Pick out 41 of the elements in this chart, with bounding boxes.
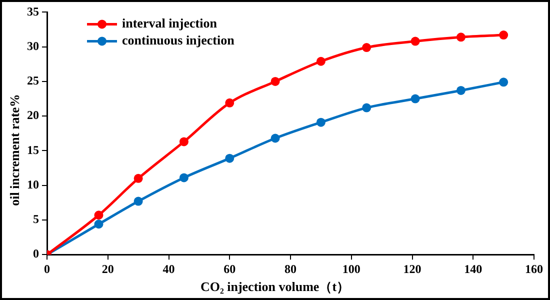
point (362, 103, 372, 112)
x-tick-label: 120 (403, 262, 422, 276)
x-tick-label: 0 (44, 262, 50, 276)
point (499, 78, 508, 87)
point (410, 36, 420, 46)
point (134, 174, 143, 183)
point (362, 43, 372, 52)
point (225, 154, 234, 163)
point (179, 173, 188, 182)
point (94, 210, 104, 220)
x-tick-label: 60 (224, 262, 236, 276)
x-tick-label: 160 (525, 262, 543, 276)
point (316, 56, 326, 66)
x-tick-label: 40 (162, 262, 175, 276)
point (179, 137, 188, 146)
y-tick-label: 35 (27, 4, 39, 18)
point (499, 30, 508, 40)
point (456, 32, 466, 42)
x-tick-label: 80 (284, 262, 296, 276)
x-tick-label: 20 (102, 262, 114, 276)
y-tick-label: 20 (27, 108, 39, 122)
y-axis-title: oil increment rate% (7, 93, 23, 208)
point (270, 134, 280, 143)
y-tick-label: 5 (33, 212, 39, 226)
x-tick-label: 100 (342, 262, 360, 276)
y-tick-label: 10 (27, 177, 39, 192)
y-tick-label: 25 (27, 74, 39, 88)
legend-label: interval injection (122, 16, 218, 31)
point (270, 76, 280, 86)
y-tick-label: 0 (33, 246, 39, 261)
y-tick-label: 30 (27, 38, 39, 53)
point (225, 98, 234, 108)
point (94, 220, 104, 229)
x-tick-label: 140 (464, 262, 482, 276)
y-tick-label: 15 (27, 142, 39, 157)
legend-label: continuous injection (122, 32, 236, 48)
point (316, 118, 326, 127)
x-axis-title: CO₂ injection volume（t） (199, 278, 351, 296)
point (134, 196, 143, 206)
point (456, 86, 466, 95)
point (410, 94, 420, 104)
